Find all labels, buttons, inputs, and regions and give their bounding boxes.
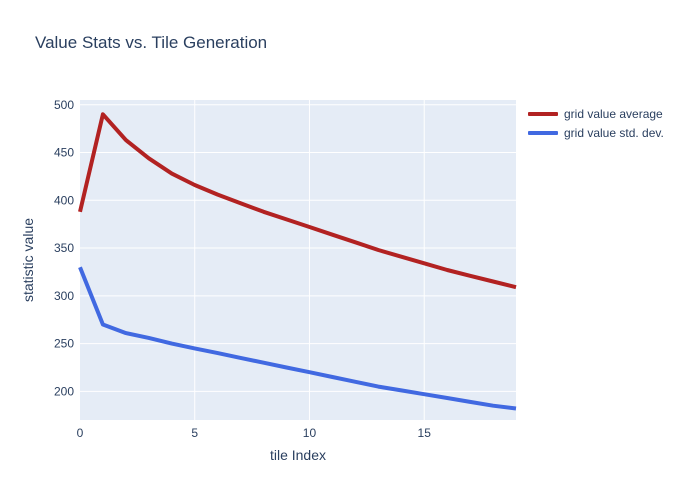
legend-label: grid value average	[564, 106, 663, 121]
y-tick-label: 400	[54, 193, 74, 207]
x-tick-label: 10	[303, 426, 317, 440]
legend-item-2[interactable]: grid value std. dev.	[528, 123, 664, 142]
y-axis-ticks: 200 250 300 350 400 450 500	[54, 98, 74, 399]
x-axis-ticks: 0 5 10 15	[77, 426, 432, 440]
y-tick-label: 300	[54, 289, 74, 303]
grid-lines	[80, 100, 516, 420]
x-axis-title: tile Index	[270, 447, 326, 463]
legend-swatch	[528, 130, 558, 135]
y-axis-title: statistic value	[20, 218, 36, 302]
y-tick-label: 200	[54, 384, 74, 398]
chart-title: Value Stats vs. Tile Generation	[35, 33, 268, 52]
y-tick-label: 450	[54, 146, 74, 160]
legend-label: grid value std. dev.	[564, 125, 664, 140]
x-tick-label: 5	[191, 426, 198, 440]
series-line-2[interactable]	[78, 266, 517, 411]
x-tick-label: 15	[418, 426, 432, 440]
legend[interactable]: grid value average grid value std. dev.	[528, 104, 664, 142]
y-tick-label: 500	[54, 98, 74, 112]
series-line-1[interactable]	[78, 112, 517, 290]
legend-swatch	[528, 111, 558, 116]
plot-area	[80, 100, 516, 420]
y-tick-label: 250	[54, 337, 74, 351]
x-tick-label: 0	[77, 426, 84, 440]
series-group	[78, 112, 517, 411]
legend-item-1[interactable]: grid value average	[528, 104, 664, 123]
y-tick-label: 350	[54, 241, 74, 255]
